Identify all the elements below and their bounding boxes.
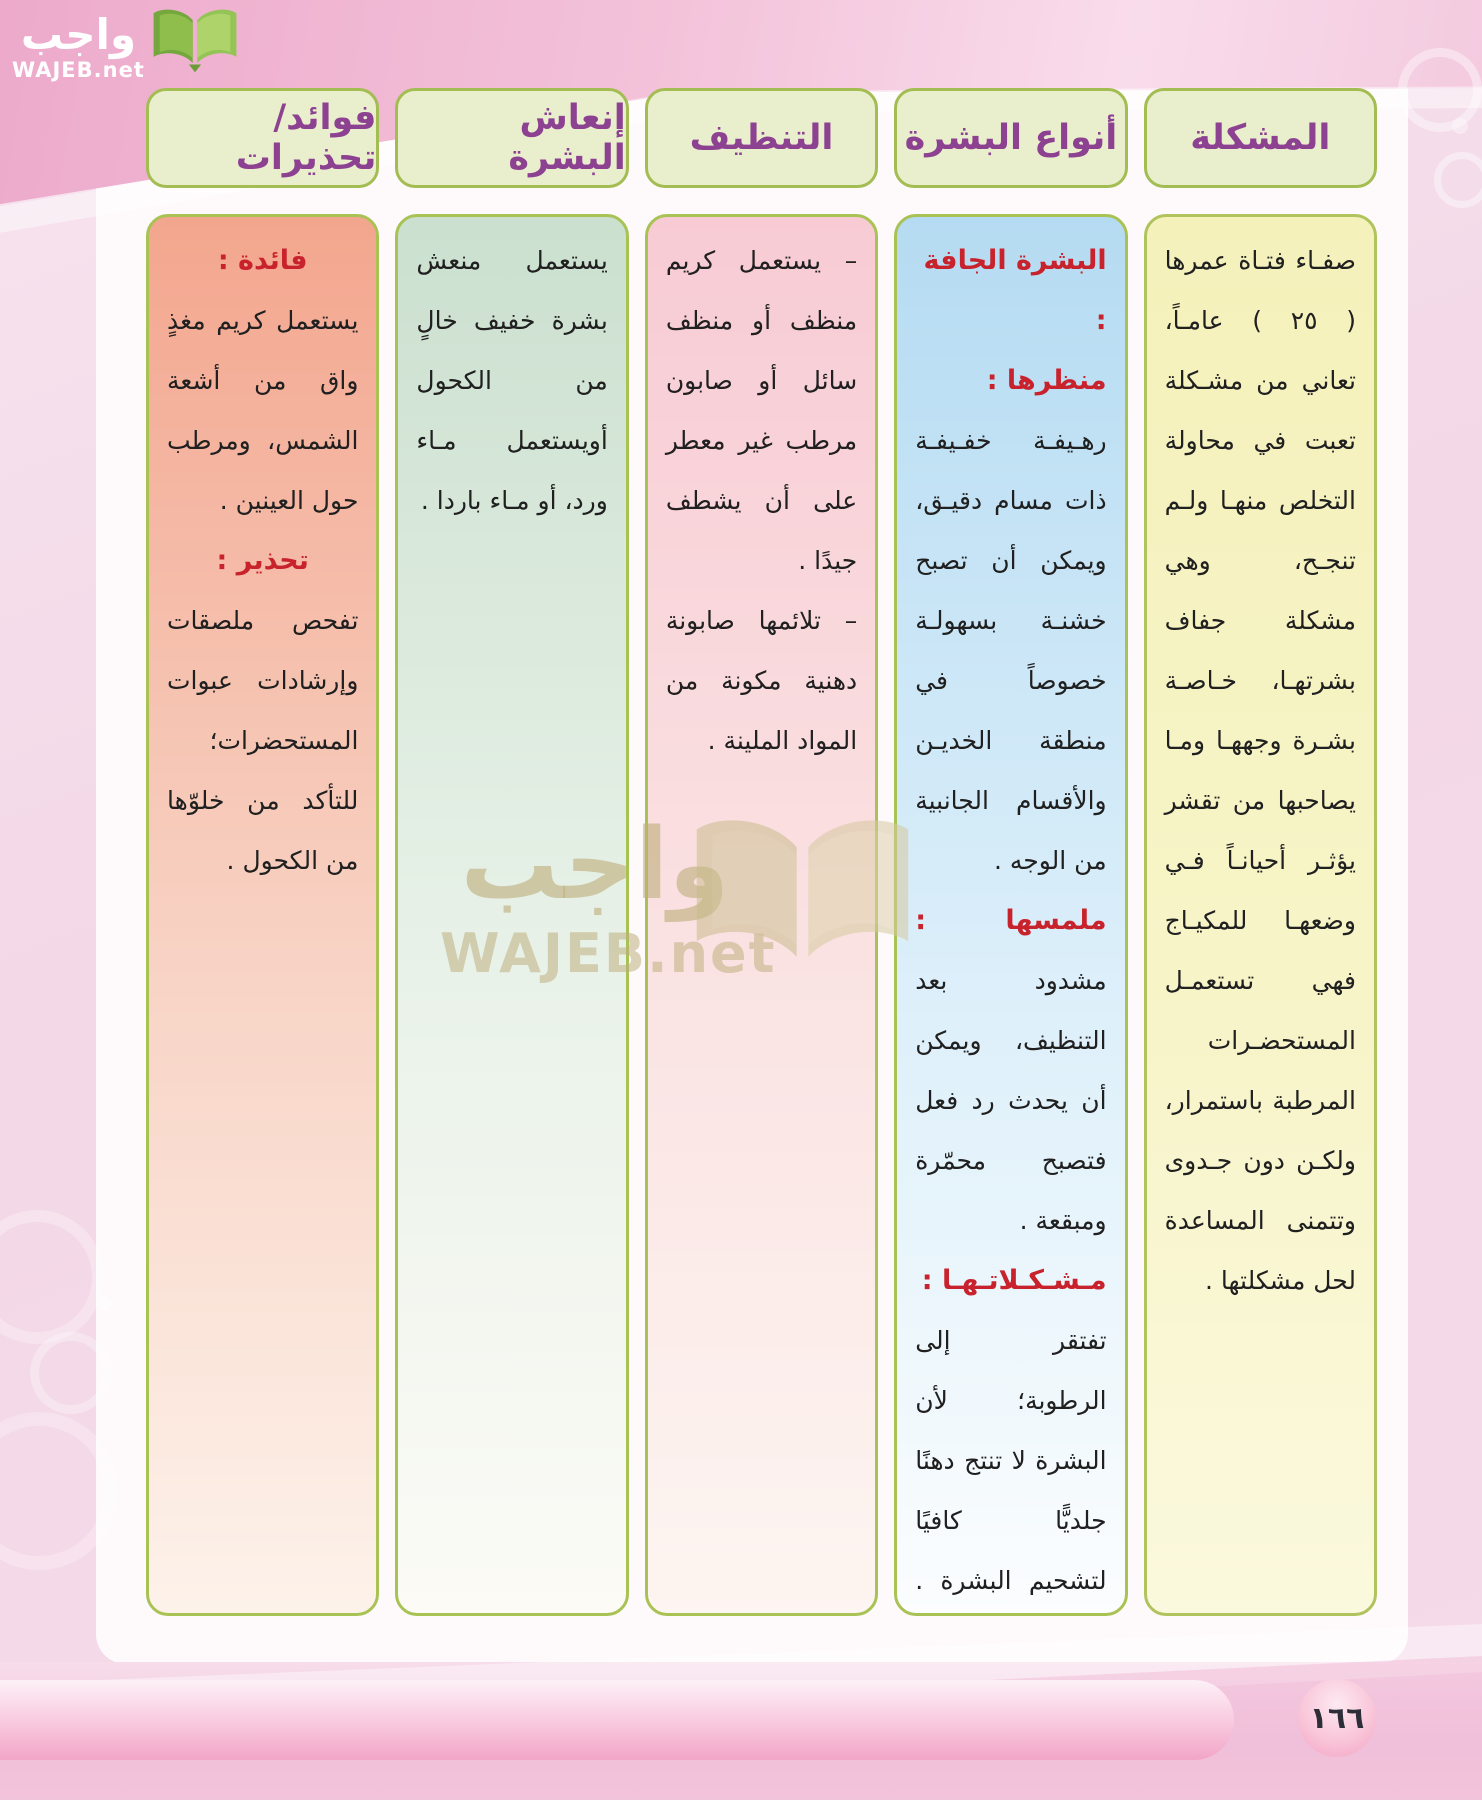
column-header-cleansing: التنظيف <box>644 88 879 188</box>
logo-title: واجب <box>20 10 137 59</box>
page-number: ١٦٦ <box>1309 1700 1365 1736</box>
decorative-ring <box>1434 152 1482 208</box>
decorative-ring <box>0 1210 104 1344</box>
decorative-ring <box>30 1332 112 1414</box>
column-body-cleansing: – يستعمل كريم منظف أو منظف سائل أو صابون… <box>644 214 879 1616</box>
open-book-icon <box>153 9 237 73</box>
text-block: يستعمل كريم مغذٍ واق من أشعة الشمس، ومرط… <box>167 306 359 515</box>
logo-text: واجب WAJEB.net <box>12 10 145 83</box>
text-block: صفـاء فتـاة عمرها ( ٢٥ ) عامـاً، تعاني م… <box>1164 246 1356 1295</box>
table-header-row: المشكلة أنواع البشرة التنظيف إنعاش البشر… <box>146 88 1377 188</box>
text-block: مـشـكـلاتـهـا : <box>921 1265 1107 1296</box>
table-body-row: صفـاء فتـاة عمرها ( ٢٥ ) عامـاً، تعاني م… <box>146 214 1377 1616</box>
text-block: ملمسها : مشدود بعد التنظيف، ويمكن أن يحد… <box>915 905 1107 1235</box>
text-block: فائدة : <box>217 245 308 276</box>
column-body-refreshing: يستعمل منعش بشرة خفيف خالٍ من الكحول أوي… <box>395 214 629 1616</box>
text-block: يستعمل منعش بشرة خفيف خالٍ من الكحول أوي… <box>416 246 608 515</box>
wajeb-logo: واجب WAJEB.net <box>12 4 241 82</box>
logo-site: WAJEB.net <box>12 58 145 82</box>
text-block: منظرها : <box>986 365 1107 396</box>
column-body-problem: صفـاء فتـاة عمرها ( ٢٥ ) عامـاً، تعاني م… <box>1143 214 1377 1616</box>
text-block: – تلائمها صابونة دهنية مكونة من المواد ا… <box>665 606 858 755</box>
skin-care-table: المشكلة أنواع البشرة التنظيف إنعاش البشر… <box>146 88 1377 1616</box>
column-header-skin-types: أنواع البشرة <box>894 88 1128 188</box>
decorative-dot <box>98 1296 112 1310</box>
decorative-ring <box>1398 48 1482 132</box>
text-block: تفتقر إلى الرطوبة؛ لأن البشرة لا تنتج ده… <box>915 1326 1107 1595</box>
column-header-benefits-warnings: فوائد/ تحذيرات <box>146 88 380 188</box>
text-block: تحذير : <box>216 545 309 576</box>
text-block: رهـيفـة خفـيفـة ذات مسام دقيـق، ويمكن أن… <box>915 426 1107 875</box>
bottom-pink-bar <box>0 1680 1234 1760</box>
text-block: – يستعمل كريم منظف أو منظف سائل أو صابون… <box>665 246 858 575</box>
column-header-problem: المشكلة <box>1143 88 1377 188</box>
page-number-badge: ١٦٦ <box>1298 1679 1376 1757</box>
text-block: تفحص ملصقات وإرشادات عبوات المستحضرات؛ ل… <box>167 606 359 875</box>
text-block: البشرة الجافة : <box>923 245 1107 336</box>
decorative-dot <box>1452 118 1468 134</box>
column-header-refreshing: إنعاش البشرة <box>395 88 629 188</box>
column-body-skin-types: البشرة الجافة : منظرها : رهـيفـة خفـيفـة ذ… <box>894 214 1128 1616</box>
column-body-benefits-warnings: فائدة : يستعمل كريم مغذٍ واق من أشعة الشم… <box>146 214 380 1616</box>
